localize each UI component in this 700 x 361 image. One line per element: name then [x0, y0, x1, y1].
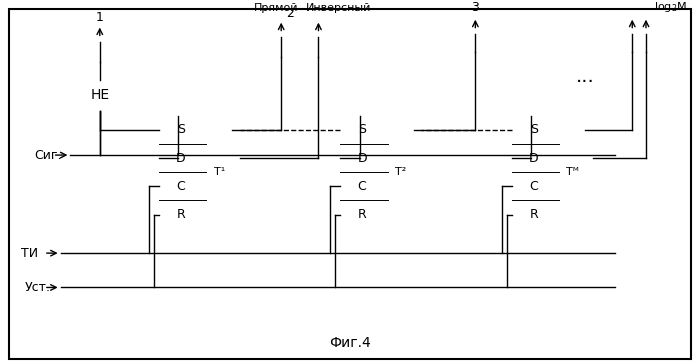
- Circle shape: [372, 250, 377, 256]
- Circle shape: [328, 250, 333, 256]
- Ellipse shape: [625, 30, 653, 39]
- Text: R: R: [358, 208, 367, 221]
- Text: D: D: [357, 152, 367, 165]
- Text: ...: ...: [576, 67, 594, 86]
- Circle shape: [519, 284, 524, 290]
- Text: T¹: T¹: [214, 167, 225, 177]
- Circle shape: [612, 284, 617, 290]
- Circle shape: [146, 250, 152, 256]
- Circle shape: [175, 152, 181, 158]
- Circle shape: [586, 155, 592, 162]
- Text: D: D: [529, 152, 538, 165]
- Text: 2: 2: [286, 7, 294, 20]
- Circle shape: [232, 155, 239, 162]
- Circle shape: [414, 155, 421, 162]
- Circle shape: [190, 250, 196, 256]
- Text: Сиг.: Сиг.: [34, 149, 62, 162]
- Bar: [159, 116, 206, 229]
- Bar: [326, 106, 426, 243]
- Bar: [77, 79, 122, 111]
- Bar: [512, 116, 559, 229]
- Circle shape: [97, 152, 103, 158]
- Circle shape: [165, 284, 172, 290]
- Text: log$_2$M: log$_2$M: [654, 0, 687, 14]
- Ellipse shape: [270, 32, 292, 42]
- Text: R: R: [529, 208, 538, 221]
- Bar: [144, 106, 245, 243]
- Circle shape: [347, 284, 353, 290]
- Text: Tᴹ: Tᴹ: [566, 167, 579, 177]
- Text: C: C: [529, 180, 538, 193]
- Text: НЕ: НЕ: [90, 88, 109, 102]
- Bar: [559, 116, 585, 229]
- Text: C: C: [358, 180, 367, 193]
- Text: S: S: [358, 123, 366, 136]
- Text: 1: 1: [96, 11, 104, 24]
- Text: R: R: [176, 208, 185, 221]
- Text: 3: 3: [471, 1, 480, 14]
- Circle shape: [97, 152, 103, 158]
- Text: Инверсный: Инверсный: [305, 3, 371, 13]
- Text: Уст.: Уст.: [25, 281, 50, 294]
- Text: D: D: [176, 152, 186, 165]
- Text: S: S: [530, 123, 538, 136]
- Ellipse shape: [89, 38, 111, 47]
- Text: C: C: [176, 180, 185, 193]
- Text: Прямой: Прямой: [254, 3, 298, 13]
- Text: Фиг.4: Фиг.4: [329, 336, 371, 350]
- Bar: [497, 106, 598, 243]
- Circle shape: [357, 152, 363, 158]
- Text: ТИ: ТИ: [21, 247, 38, 260]
- Ellipse shape: [308, 32, 329, 42]
- Bar: [206, 116, 232, 229]
- Text: S: S: [176, 123, 185, 136]
- Bar: [340, 116, 388, 229]
- Circle shape: [528, 152, 534, 158]
- Ellipse shape: [465, 30, 486, 39]
- Circle shape: [499, 250, 505, 256]
- Circle shape: [543, 250, 549, 256]
- Text: T²: T²: [395, 167, 406, 177]
- Bar: [388, 116, 414, 229]
